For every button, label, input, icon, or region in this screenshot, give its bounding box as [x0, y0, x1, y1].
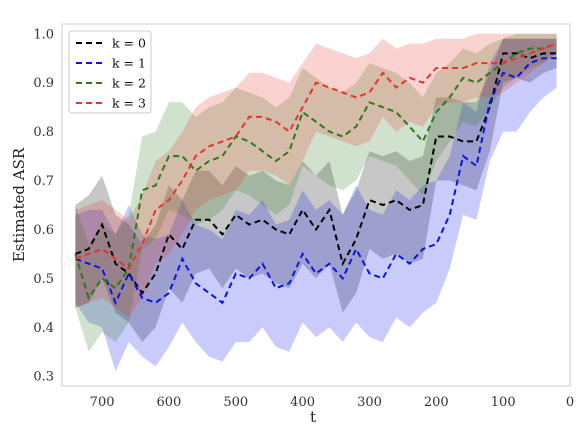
series-line-k0	[75, 52, 557, 295]
y-tick-label: 0.5	[33, 272, 54, 287]
series-line-k3	[75, 42, 557, 271]
confidence-band-k2	[75, 33, 557, 352]
legend-label-k0: k = 0	[112, 36, 146, 51]
x-tick-label: 500	[223, 395, 248, 410]
confidence-bands	[75, 33, 557, 372]
plot-frame	[61, 23, 571, 387]
x-tick-label: 100	[491, 395, 516, 410]
legend-label-k1: k = 1	[112, 56, 146, 71]
x-tick-label: 400	[290, 395, 315, 410]
confidence-band-k1	[75, 38, 557, 372]
legend-box	[68, 30, 152, 114]
confidence-band-k3	[75, 33, 557, 318]
y-tick-label: 0.8	[33, 125, 54, 140]
legend: k = 0 k = 1 k = 2 k = 3	[68, 30, 152, 114]
series-lines	[74, 42, 557, 306]
y-tick-label: 0.6	[33, 223, 54, 238]
y-axis-label: Estimated ASR	[10, 147, 28, 262]
legend-label-k2: k = 2	[112, 76, 146, 91]
y-tick-label: 0.4	[33, 321, 54, 336]
y-axis-ticks: 0.3 0.4 0.5 0.6 0.7 0.8 0.9 1.0	[33, 27, 54, 384]
y-tick-label: 0.3	[33, 370, 54, 385]
x-tick-label: 300	[357, 395, 382, 410]
confidence-band-k0	[75, 38, 557, 342]
x-tick-label: 0	[566, 395, 574, 410]
series-line-k2	[74, 42, 557, 301]
x-tick-label: 200	[424, 395, 449, 410]
x-axis-ticks: 700 600 500 400 300 200 100 0	[90, 395, 574, 410]
y-tick-label: 0.9	[33, 76, 54, 91]
x-tick-label: 700	[90, 395, 115, 410]
y-tick-label: 1.0	[33, 27, 54, 42]
x-axis-label: t	[310, 408, 316, 426]
x-tick-label: 600	[156, 395, 181, 410]
legend-label-k3: k = 3	[112, 96, 146, 111]
y-tick-label: 0.7	[33, 174, 54, 189]
